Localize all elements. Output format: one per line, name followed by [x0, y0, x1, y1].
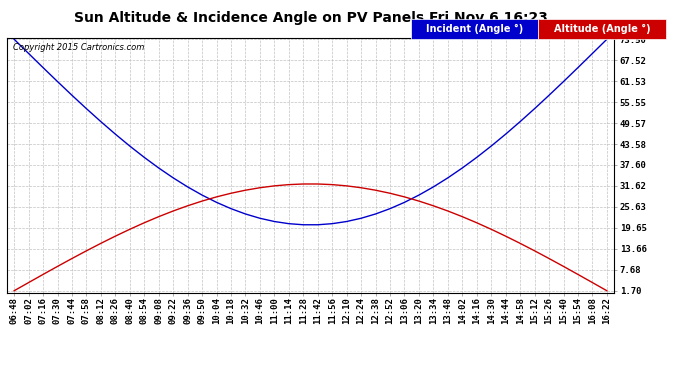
Text: Incident (Angle °): Incident (Angle °) [426, 24, 523, 34]
Text: Altitude (Angle °): Altitude (Angle °) [553, 24, 651, 34]
Text: Sun Altitude & Incidence Angle on PV Panels Fri Nov 6 16:23: Sun Altitude & Incidence Angle on PV Pan… [74, 11, 547, 25]
Text: Copyright 2015 Cartronics.com: Copyright 2015 Cartronics.com [13, 43, 144, 52]
